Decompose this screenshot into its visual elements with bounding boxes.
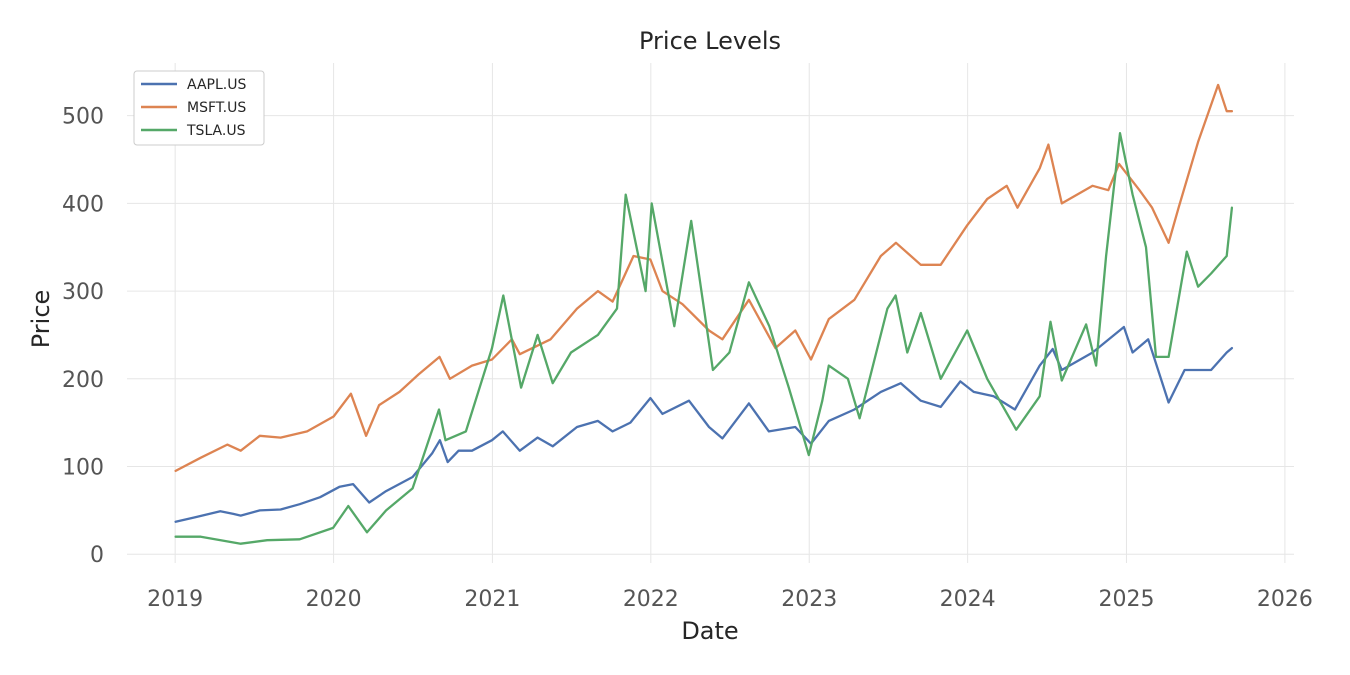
- x-tick-label: 2026: [1257, 587, 1313, 612]
- series-line-msft-us: [174, 83, 1234, 473]
- series-lines: [174, 83, 1234, 545]
- y-tick-label: 400: [62, 192, 104, 217]
- legend-label-aapl: AAPL.US: [187, 77, 246, 93]
- x-tick-label: 2022: [623, 587, 679, 612]
- x-tick-label: 2025: [1098, 587, 1154, 612]
- series-line-aapl-us: [174, 325, 1234, 523]
- x-tick-label: 2023: [781, 587, 837, 612]
- legend-label-msft: MSFT.US: [187, 100, 246, 116]
- x-tick-label: 2021: [464, 587, 520, 612]
- tick-labels: 2019 2020 2021 2022 2023 2024 2025 2026 0 100 200 3…: [62, 105, 1313, 612]
- y-tick-label: 0: [90, 543, 104, 568]
- series-line-tsla-us: [174, 132, 1234, 545]
- legend: AAPL.US MSFT.US TSLA.US: [133, 70, 265, 146]
- chart-title: Price Levels: [639, 27, 781, 55]
- x-tick-label: 2019: [147, 587, 203, 612]
- y-tick-label: 100: [62, 456, 104, 481]
- legend-label-tsla: TSLA.US: [186, 123, 246, 139]
- grid: [127, 63, 1294, 563]
- x-axis-label: Date: [681, 617, 738, 645]
- y-tick-label: 200: [62, 368, 104, 393]
- y-tick-label: 300: [62, 280, 104, 305]
- x-tick-label: 2020: [306, 587, 362, 612]
- x-tick-label: 2024: [940, 587, 996, 612]
- y-axis-label: Price: [27, 290, 55, 349]
- legend-frame: [133, 70, 265, 146]
- y-tick-label: 500: [62, 105, 104, 130]
